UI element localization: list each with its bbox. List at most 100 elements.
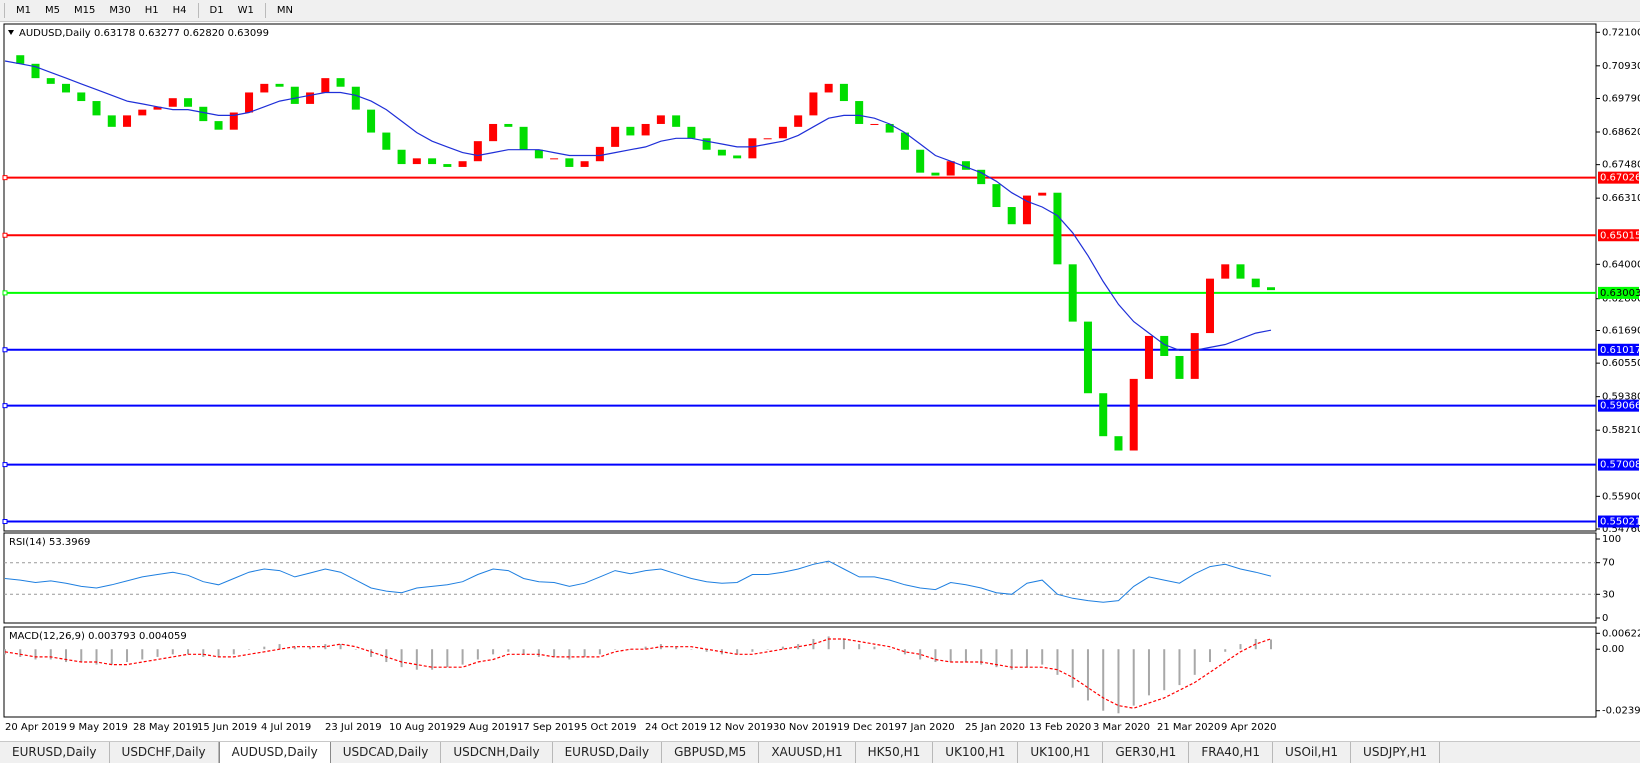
level-handle [2, 175, 8, 181]
macd-bar [629, 649, 632, 650]
macd-bar [583, 649, 586, 657]
macd-bar [675, 646, 678, 650]
macd-tick-label: -0.023995 [1602, 706, 1640, 717]
macd-bar [400, 649, 403, 668]
x-tick-label: 12 Nov 2019 [709, 722, 773, 733]
chart-tab[interactable]: USDCNH,Daily [441, 742, 553, 763]
timeframe-button[interactable]: W1 [237, 5, 254, 16]
candle [473, 141, 482, 162]
chart-tab[interactable]: EURUSD,Daily [553, 742, 663, 763]
macd-bar [248, 649, 251, 650]
timeframe-button[interactable]: H1 [144, 5, 159, 16]
candle [1038, 192, 1047, 196]
macd-bar [507, 649, 510, 652]
chart-tab[interactable]: USDCAD,Daily [331, 742, 442, 763]
chart-tab[interactable]: USDCHF,Daily [110, 742, 219, 763]
candle [16, 55, 25, 64]
candle [260, 83, 269, 93]
candle [351, 86, 360, 110]
chart-tab[interactable]: AUDUSD,Daily [218, 742, 331, 763]
chart-tabs: EURUSD,Daily USDCHF,Daily AUDUSD,Daily USDC… [0, 741, 1640, 763]
candle [946, 161, 955, 176]
chart-tab[interactable]: GBPUSD,M5 [662, 742, 760, 763]
candle [306, 92, 315, 104]
level-tag [1598, 229, 1639, 242]
price-panel [3, 23, 1597, 532]
timeframe-button[interactable]: M5 [45, 5, 60, 16]
y-tick-label: 0.55900 [1602, 491, 1640, 502]
separator [4, 3, 5, 18]
macd-bar [492, 649, 495, 655]
macd-bar [781, 646, 784, 650]
timeframe-button[interactable]: H4 [172, 5, 187, 16]
symbol-label: AUDUSD,Daily [19, 28, 91, 39]
macd-bar [964, 649, 967, 663]
macd-bar [705, 649, 708, 652]
x-tick-label: 29 Aug 2019 [453, 722, 517, 733]
timeframe-button[interactable]: MN [276, 5, 293, 16]
candle [763, 138, 772, 140]
chart-tab[interactable]: USOil,H1 [1273, 742, 1352, 763]
separator [264, 3, 266, 18]
macd-bar [949, 649, 952, 663]
candle [321, 78, 330, 93]
x-tick-label: 9 May 2019 [69, 722, 128, 733]
candle [107, 115, 116, 127]
candle [428, 158, 437, 165]
chart-tab[interactable]: XAUUSD,H1 [759, 742, 856, 763]
candle [1221, 264, 1230, 279]
chart-tab[interactable]: HK50,H1 [856, 742, 934, 763]
macd-bar [431, 649, 434, 670]
chart-tab[interactable]: UK100,H1 [1018, 742, 1104, 763]
candle [1007, 207, 1016, 225]
macd-bar [614, 649, 617, 650]
candle [153, 106, 162, 110]
macd-bar [919, 649, 922, 660]
level-label: 0.67026 [1600, 173, 1640, 184]
level-tag [1598, 515, 1639, 528]
macd-bar [797, 644, 800, 650]
level-tag [1598, 286, 1639, 299]
candle [611, 126, 620, 147]
timeframe-button[interactable]: D1 [209, 5, 224, 16]
y-tick-label: 0.58210 [1602, 425, 1640, 436]
macd-bar [95, 649, 98, 665]
x-tick-label: 23 Jul 2019 [325, 722, 382, 733]
level-label: 0.59066 [1600, 401, 1640, 412]
timeframe-button[interactable]: M1 [16, 5, 31, 16]
level-tag [1598, 458, 1639, 471]
candle [992, 184, 1001, 208]
chart-tab[interactable]: UK100,H1 [933, 742, 1019, 763]
candle [656, 115, 665, 124]
candle [31, 63, 40, 79]
x-tick-label: 30 Nov 2019 [773, 722, 837, 733]
candle [855, 101, 864, 124]
candle [1160, 335, 1169, 356]
x-tick-label: 21 Mar 2020 [1157, 722, 1220, 733]
chart-tab[interactable]: EURUSD,Daily [0, 742, 110, 763]
macd-bar [644, 646, 647, 650]
chart-tab[interactable]: GER30,H1 [1103, 742, 1190, 763]
rsi-panel [3, 532, 1597, 624]
macd-bar [1224, 649, 1227, 652]
timeframe-button[interactable]: M30 [109, 5, 131, 16]
macd-bar [385, 649, 388, 663]
macd-bar [1208, 649, 1211, 663]
candle [123, 115, 132, 127]
macd-bar [171, 649, 174, 655]
x-tick-label: 9 Apr 2020 [1221, 722, 1276, 733]
candle [961, 161, 970, 170]
candle [565, 158, 574, 167]
candle [412, 158, 421, 165]
macd-bar [65, 649, 68, 663]
chart-tab[interactable]: FRA40,H1 [1189, 742, 1274, 763]
chart-tab[interactable]: USDJPY,H1 [1351, 742, 1441, 763]
macd-bar [598, 649, 601, 655]
x-tick-label: 3 Mar 2020 [1093, 722, 1150, 733]
macd-bar [141, 649, 144, 660]
timeframe-button[interactable]: M15 [74, 5, 96, 16]
x-tick-label: 24 Oct 2019 [645, 722, 707, 733]
candle [687, 126, 696, 139]
timeframe-toolbar: M1 M5 M15 M30 H1 H4 D1 W1 MN [0, 0, 1640, 22]
candle [184, 98, 193, 107]
